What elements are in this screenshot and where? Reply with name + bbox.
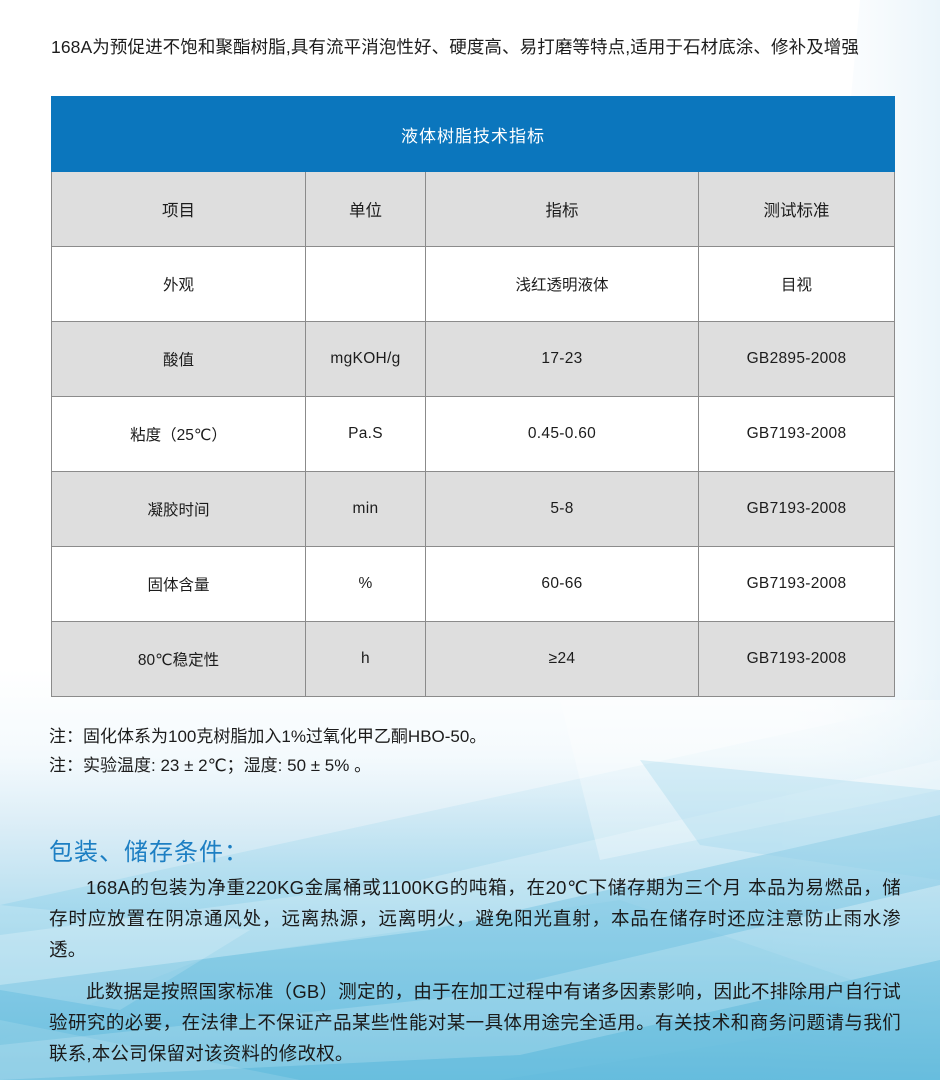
cell-item: 酸值 <box>51 321 306 397</box>
table-row: 粘度（25℃） Pa.S 0.45-0.60 GB7193-2008 <box>51 396 895 472</box>
note-line: 注：实验温度: 23 ± 2℃；湿度: 50 ± 5% 。 <box>49 756 372 775</box>
table-row: 80℃稳定性 h ≥24 GB7193-2008 <box>51 621 895 697</box>
liquid-resin-spec-table: 液体树脂技术指标 项目 单位 指标 测试标准 外观 浅红透明液体 目视 <box>51 96 895 697</box>
table-row: 酸值 mgKOH/g 17-23 GB2895-2008 <box>51 321 895 397</box>
cell-index: 17-23 <box>425 321 699 397</box>
table-title-row: 液体树脂技术指标 <box>51 96 895 172</box>
table-body: 外观 浅红透明液体 目视 酸值 mgKOH/g 17-23 GB2895-200… <box>51 246 895 697</box>
cell-index: ≥24 <box>425 621 699 697</box>
cell-standard: 目视 <box>698 246 895 322</box>
cell-standard: GB7193-2008 <box>698 471 895 547</box>
cell-standard: GB7193-2008 <box>698 546 895 622</box>
packaging-storage-section: 包装、储存条件： 168A的包装为净重220KG金属桶或1100KG的吨箱，在2… <box>49 836 901 1069</box>
note-line: 注：固化体系为100克树脂加入1%过氧化甲乙酮HBO-50。 <box>49 727 487 746</box>
packaging-paragraph: 168A的包装为净重220KG金属桶或1100KG的吨箱，在20℃下储存期为三个… <box>49 877 901 960</box>
column-header-item: 项目 <box>51 171 306 247</box>
cell-standard: GB7193-2008 <box>698 396 895 472</box>
table-title: 液体树脂技术指标 <box>51 96 895 172</box>
cell-unit: h <box>305 621 426 697</box>
table-row: 固体含量 % 60-66 GB7193-2008 <box>51 546 895 622</box>
table-row: 凝胶时间 min 5-8 GB7193-2008 <box>51 471 895 547</box>
table-header-row: 项目 单位 指标 测试标准 <box>51 171 895 247</box>
disclaimer-paragraph: 此数据是按照国家标准（GB）测定的，由于在加工过程中有诸多因素影响，因此不排除用… <box>49 981 901 1064</box>
cell-index: 5-8 <box>425 471 699 547</box>
table-notes: 注：固化体系为100克树脂加入1%过氧化甲乙酮HBO-50。 注：实验温度: 2… <box>49 722 889 780</box>
cell-item: 粘度（25℃） <box>51 396 306 472</box>
cell-index: 浅红透明液体 <box>425 246 699 322</box>
table-row: 外观 浅红透明液体 目视 <box>51 246 895 322</box>
cell-item: 固体含量 <box>51 546 306 622</box>
cell-unit <box>305 246 426 322</box>
column-header-standard: 测试标准 <box>698 171 895 247</box>
column-header-unit: 单位 <box>305 171 426 247</box>
cell-standard: GB7193-2008 <box>698 621 895 697</box>
cell-index: 60-66 <box>425 546 699 622</box>
cell-item: 凝胶时间 <box>51 471 306 547</box>
column-header-index: 指标 <box>425 171 699 247</box>
spec-table-container: 液体树脂技术指标 项目 单位 指标 测试标准 外观 浅红透明液体 目视 <box>51 96 895 697</box>
cell-unit: Pa.S <box>305 396 426 472</box>
cell-item: 外观 <box>51 246 306 322</box>
cell-index: 0.45-0.60 <box>425 396 699 472</box>
intro-paragraph: 168A为预促进不饱和聚酯树脂,具有流平消泡性好、硬度高、易打磨等特点,适用于石… <box>51 36 859 57</box>
cell-unit: % <box>305 546 426 622</box>
cell-standard: GB2895-2008 <box>698 321 895 397</box>
cell-unit: min <box>305 471 426 547</box>
section-heading: 包装、储存条件： <box>49 839 249 866</box>
cell-item: 80℃稳定性 <box>51 621 306 697</box>
cell-unit: mgKOH/g <box>305 321 426 397</box>
